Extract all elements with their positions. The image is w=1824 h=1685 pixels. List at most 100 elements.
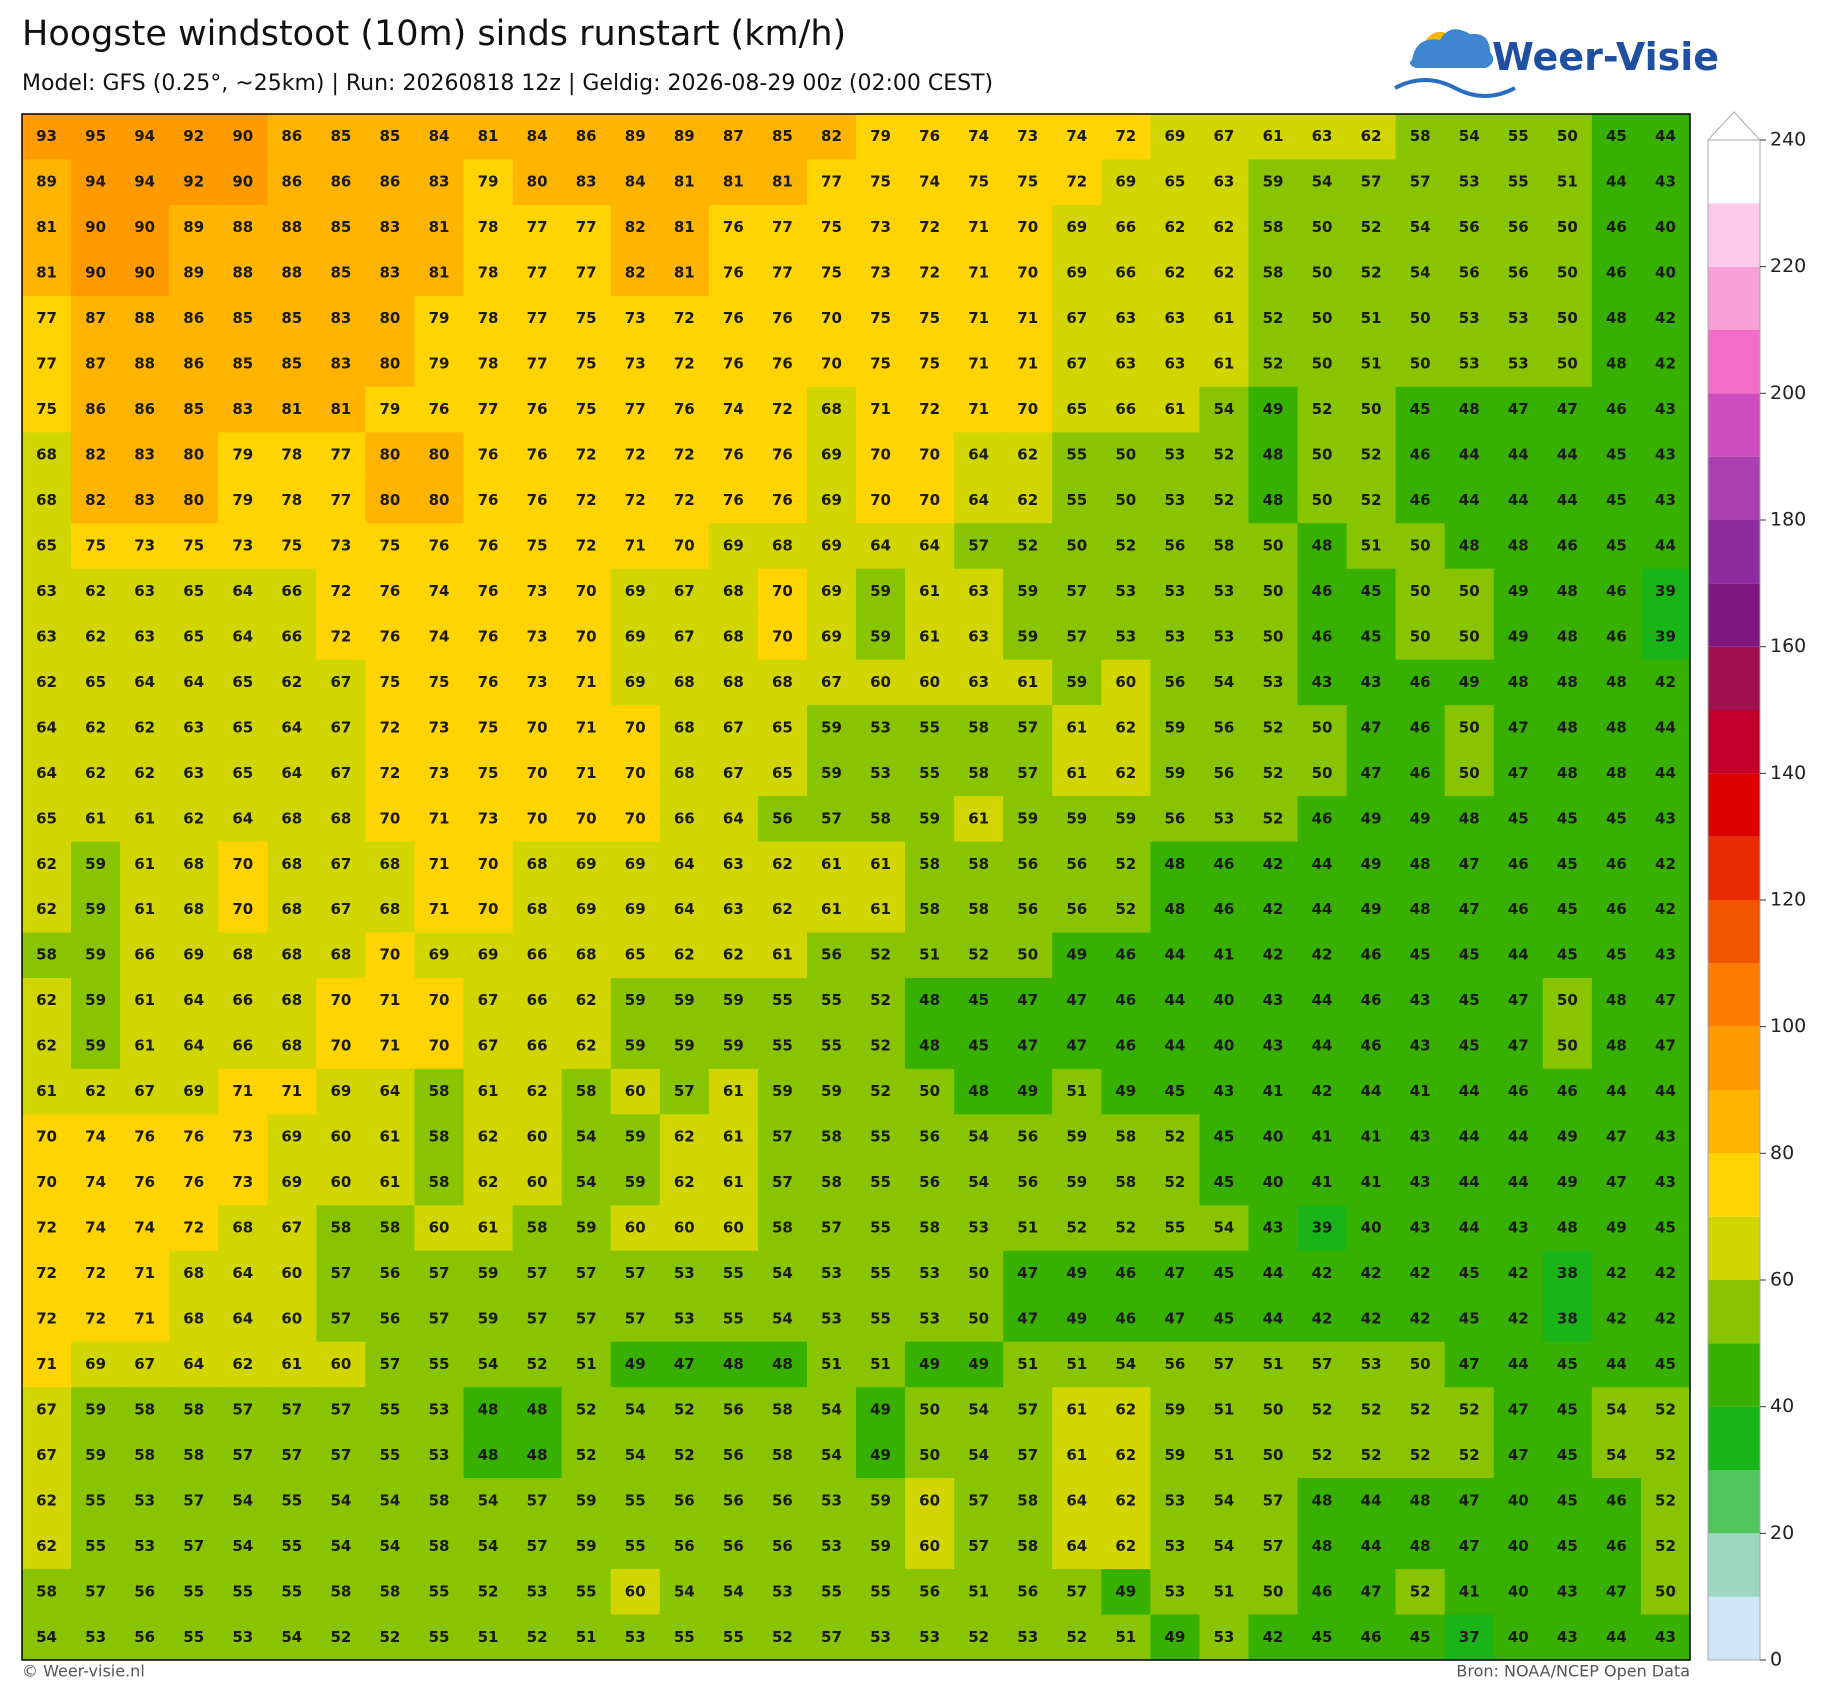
cell-value: 44	[1508, 1173, 1529, 1191]
cell	[1199, 295, 1249, 342]
cell-value: 76	[527, 491, 548, 509]
cell-value: 54	[1606, 1400, 1627, 1418]
cell-value: 47	[1361, 764, 1382, 782]
cell	[610, 386, 661, 433]
cell-value: 60	[625, 1082, 646, 1100]
cell	[1542, 523, 1593, 570]
cell-value: 66	[134, 946, 155, 964]
cell-value: 71	[576, 764, 597, 782]
cell-value: 55	[85, 1537, 106, 1555]
cell-value: 60	[919, 1537, 940, 1555]
cell	[169, 1478, 219, 1525]
cell-value: 46	[1508, 855, 1529, 873]
cell	[1150, 614, 1200, 661]
cell-value: 64	[674, 855, 695, 873]
cell	[218, 386, 268, 433]
cell-value: 78	[478, 218, 499, 236]
cell	[22, 1205, 72, 1252]
cell	[1199, 659, 1249, 706]
cell-value: 45	[1214, 1173, 1235, 1191]
cell-value: 53	[1459, 173, 1480, 191]
cell	[806, 1159, 857, 1206]
cell	[708, 1569, 759, 1616]
cell-value: 44	[1508, 1128, 1529, 1146]
cell	[71, 1205, 121, 1252]
cell-value: 70	[772, 627, 793, 645]
cell-value: 44	[1164, 991, 1185, 1009]
cell	[1346, 1432, 1397, 1479]
cell-value: 74	[85, 1173, 106, 1191]
cell	[22, 386, 72, 433]
cell-value: 58	[429, 1173, 450, 1191]
cell-value: 70	[674, 536, 695, 554]
cell	[708, 568, 759, 615]
colorbar-segment	[1708, 393, 1760, 457]
colorbar-segment	[1708, 266, 1760, 330]
cell-value: 67	[330, 764, 351, 782]
cell	[1640, 1341, 1691, 1388]
cell-value: 72	[625, 491, 646, 509]
cell	[267, 386, 317, 433]
cell	[1101, 1569, 1151, 1616]
cell-value: 70	[330, 1037, 351, 1055]
cell-value: 62	[478, 1173, 499, 1191]
cell	[954, 1341, 1004, 1388]
cell	[71, 250, 121, 297]
cell	[1199, 1205, 1249, 1252]
cell	[169, 1569, 219, 1616]
cell	[1395, 1068, 1446, 1115]
cell-value: 67	[281, 1219, 302, 1237]
cell-value: 76	[478, 491, 499, 509]
cell	[1150, 841, 1200, 888]
colorbar-segment	[1708, 710, 1760, 774]
cell-value: 64	[183, 1355, 204, 1373]
cell	[806, 386, 857, 433]
cell-value: 63	[723, 900, 744, 918]
cell-value: 54	[36, 1628, 57, 1646]
cell	[316, 114, 366, 160]
cell-value: 82	[85, 491, 106, 509]
cell-value: 53	[1459, 309, 1480, 327]
cell	[1003, 1114, 1053, 1161]
cell	[561, 705, 612, 752]
cell	[463, 1432, 514, 1479]
cell	[856, 1523, 906, 1570]
cell-value: 64	[281, 764, 302, 782]
cell	[954, 1296, 1004, 1343]
cell-value: 62	[85, 627, 106, 645]
cell	[757, 159, 808, 206]
cell-value: 79	[478, 173, 499, 191]
cell-value: 67	[478, 1037, 499, 1055]
cell	[1003, 1250, 1053, 1297]
cell-value: 76	[723, 218, 744, 236]
cell	[1297, 204, 1348, 251]
cell-value: 46	[1115, 1264, 1136, 1282]
cell	[561, 1250, 612, 1297]
cell-value: 57	[1017, 1446, 1038, 1464]
cell	[1003, 1432, 1053, 1479]
cell-value: 83	[330, 309, 351, 327]
cell-value: 43	[1410, 1173, 1431, 1191]
cell	[1493, 1296, 1544, 1343]
cell	[954, 705, 1004, 752]
cell	[1150, 1569, 1200, 1616]
cell	[1444, 705, 1495, 752]
cell	[1297, 1478, 1348, 1525]
cell	[757, 750, 808, 797]
cell	[169, 477, 219, 524]
cell	[365, 523, 415, 570]
cell	[316, 1523, 366, 1570]
cell	[757, 887, 808, 933]
cell	[1297, 1569, 1348, 1616]
cell	[561, 386, 612, 433]
cell	[1248, 204, 1299, 251]
cell	[414, 750, 465, 797]
cell-value: 52	[527, 1628, 548, 1646]
cell	[1542, 477, 1593, 524]
cell	[365, 1205, 415, 1252]
cell	[1003, 568, 1053, 615]
cell	[267, 477, 317, 524]
cell-value: 59	[1066, 1173, 1087, 1191]
cell-value: 48	[772, 1355, 793, 1373]
cell	[120, 432, 170, 479]
